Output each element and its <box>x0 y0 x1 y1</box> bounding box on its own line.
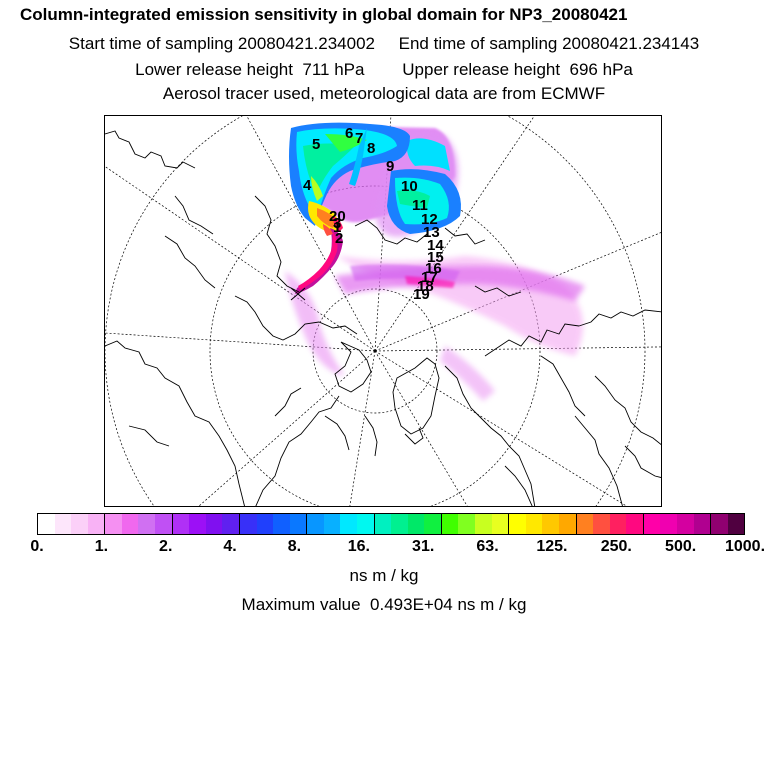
colorbar-swatch <box>391 514 408 534</box>
day-label: 5 <box>312 136 320 153</box>
colorbar-swatch <box>105 514 122 534</box>
colorbar-swatch <box>155 514 173 534</box>
colorbar-swatch <box>256 514 274 534</box>
day-label: 2 <box>335 230 343 247</box>
colorbar-swatch <box>356 514 375 534</box>
colorbar-swatch <box>576 514 594 534</box>
colorbar-swatch <box>727 514 745 534</box>
day-label: 14 <box>427 237 444 254</box>
colorbar-swatch <box>71 514 88 534</box>
day-label: 1 <box>333 219 341 236</box>
colorbar-swatch <box>138 514 156 534</box>
colorbar-swatch <box>711 514 728 534</box>
colorbar-swatch <box>87 514 106 534</box>
colorbar-swatch <box>205 514 223 534</box>
colorbar-swatch <box>558 514 577 534</box>
colorbar-tick-label: 4. <box>223 538 237 555</box>
colorbar-swatch <box>509 514 526 534</box>
sensitivity-plume <box>285 122 585 401</box>
colorbar-swatch <box>542 514 559 534</box>
colorbar-tick-label: 63. <box>476 538 499 555</box>
colorbar-swatch <box>424 514 442 534</box>
day-label: 10 <box>401 178 418 195</box>
colorbar-swatch <box>626 514 644 534</box>
colorbar-tick-label: 8. <box>287 538 302 555</box>
coastlines <box>105 130 661 506</box>
day-label: 16 <box>425 260 442 277</box>
day-label: 6 <box>345 125 353 142</box>
day-label: 7 <box>355 130 363 147</box>
colorbar-swatch <box>374 514 392 534</box>
day-label: 18 <box>417 278 434 295</box>
colorbar-swatch <box>307 514 324 534</box>
colorbar-swatch <box>222 514 240 534</box>
colorbar-swatch <box>172 514 190 534</box>
day-label: 12 <box>421 211 438 228</box>
colorbar-swatch <box>289 514 308 534</box>
colorbar-tick-label: 1. <box>94 538 109 555</box>
colorbar-swatch <box>643 514 661 534</box>
colorbar-swatch <box>273 514 290 534</box>
day-label: 9 <box>386 158 394 175</box>
colorbar-swatch <box>54 514 72 534</box>
colorbar-swatch <box>491 514 510 534</box>
colorbar-swatch <box>458 514 476 534</box>
day-label: 13 <box>423 224 440 241</box>
colorbar-swatch <box>340 514 357 534</box>
colorbar-tick-label: 125. <box>536 538 568 555</box>
colorbar-swatch <box>189 514 206 534</box>
colorbar-tick-label: 1000. <box>724 538 766 555</box>
sampling-time-line: Start time of sampling 20080421.234002 E… <box>68 34 700 53</box>
day-label: 4 <box>303 177 312 194</box>
colorbar-swatch <box>407 514 425 534</box>
tracer-info-line: Aerosol tracer used, meteorological data… <box>162 84 606 103</box>
sensitivity-map: 4 5 6 7 8 9 10 11 12 13 14 15 16 17 18 1… <box>104 115 662 507</box>
colorbar-swatch <box>676 514 694 534</box>
release-site-marker <box>290 287 306 301</box>
colorbar-swatch <box>593 514 610 534</box>
colorbar-tick-label: 31. <box>412 538 435 555</box>
day-label: 19 <box>413 286 430 303</box>
day-label: 20 <box>329 208 346 225</box>
colorbar-swatch <box>441 514 459 534</box>
colorbar-swatch <box>609 514 627 534</box>
colorbar-tick-label: 2. <box>159 538 173 555</box>
release-height-line: Lower release height 711 hPa Upper relea… <box>135 60 633 79</box>
colorbar-swatch <box>239 514 257 534</box>
colorbar-tick-label: 16. <box>347 538 370 555</box>
max-value-text: Maximum value 0.493E+04 ns m / kg <box>241 595 527 614</box>
colorbar <box>37 513 745 535</box>
day-label: 3 <box>333 215 341 232</box>
day-label: 15 <box>427 249 444 266</box>
plot-title: Column-integrated emission sensitivity i… <box>20 5 628 24</box>
day-markers: 4 5 6 7 8 9 10 11 12 13 14 15 16 17 18 1… <box>303 125 444 303</box>
colorbar-swatch <box>38 514 55 534</box>
colorbar-swatch <box>693 514 712 534</box>
colorbar-swatch <box>660 514 677 534</box>
map-svg: 4 5 6 7 8 9 10 11 12 13 14 15 16 17 18 1… <box>105 116 661 506</box>
day-label: 8 <box>367 140 375 157</box>
colorbar-swatch <box>475 514 492 534</box>
colorbar-tick-label: 500. <box>665 538 697 555</box>
colorbar-unit: ns m / kg <box>349 566 419 585</box>
colorbar-tick-labels: 0. 1. 2. 4. 8. 16. 31. 63. 125. 250. 500. 1000. <box>0 538 768 558</box>
day-label: 17 <box>421 269 438 286</box>
colorbar-tick-label: 250. <box>600 538 632 555</box>
day-label: 11 <box>412 197 428 214</box>
colorbar-swatch <box>121 514 139 534</box>
colorbar-swatch <box>323 514 341 534</box>
colorbar-swatch <box>525 514 543 534</box>
colorbar-tick-label: 0. <box>30 538 44 555</box>
